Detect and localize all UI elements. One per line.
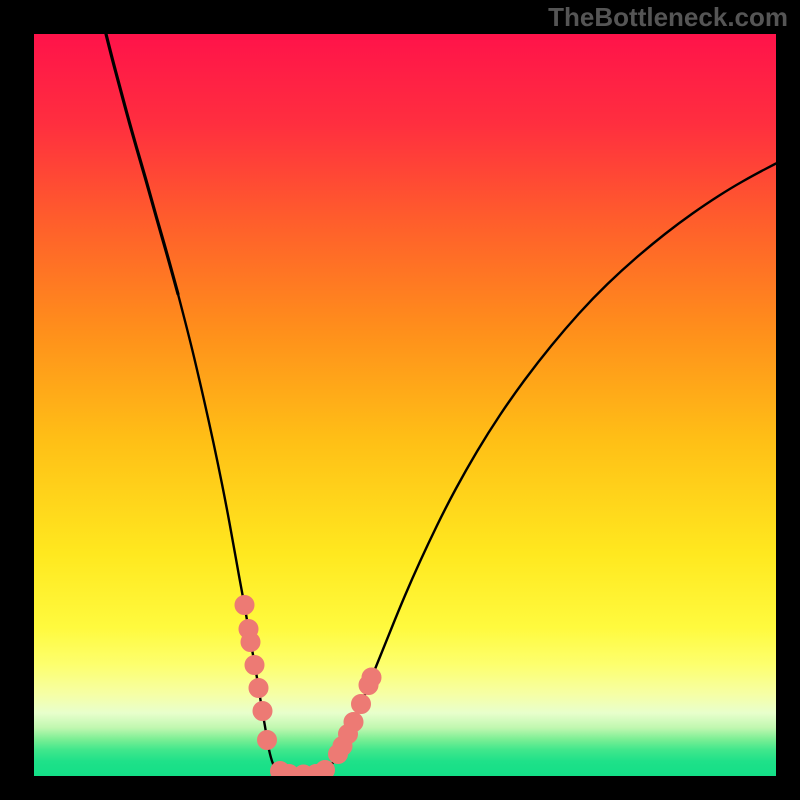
data-marker [235, 596, 254, 615]
data-marker [245, 656, 264, 675]
data-marker [344, 713, 363, 732]
chart-svg [34, 34, 776, 776]
data-marker [258, 731, 277, 750]
data-marker [249, 679, 268, 698]
watermark-text: TheBottleneck.com [548, 2, 788, 33]
data-marker [362, 668, 381, 687]
data-marker [352, 695, 371, 714]
plot-area [34, 34, 776, 776]
data-marker [253, 702, 272, 721]
v-curve-left-top [106, 34, 178, 294]
data-marker [316, 761, 335, 777]
marker-group [235, 596, 381, 777]
data-marker [241, 633, 260, 652]
v-curve [178, 164, 776, 776]
